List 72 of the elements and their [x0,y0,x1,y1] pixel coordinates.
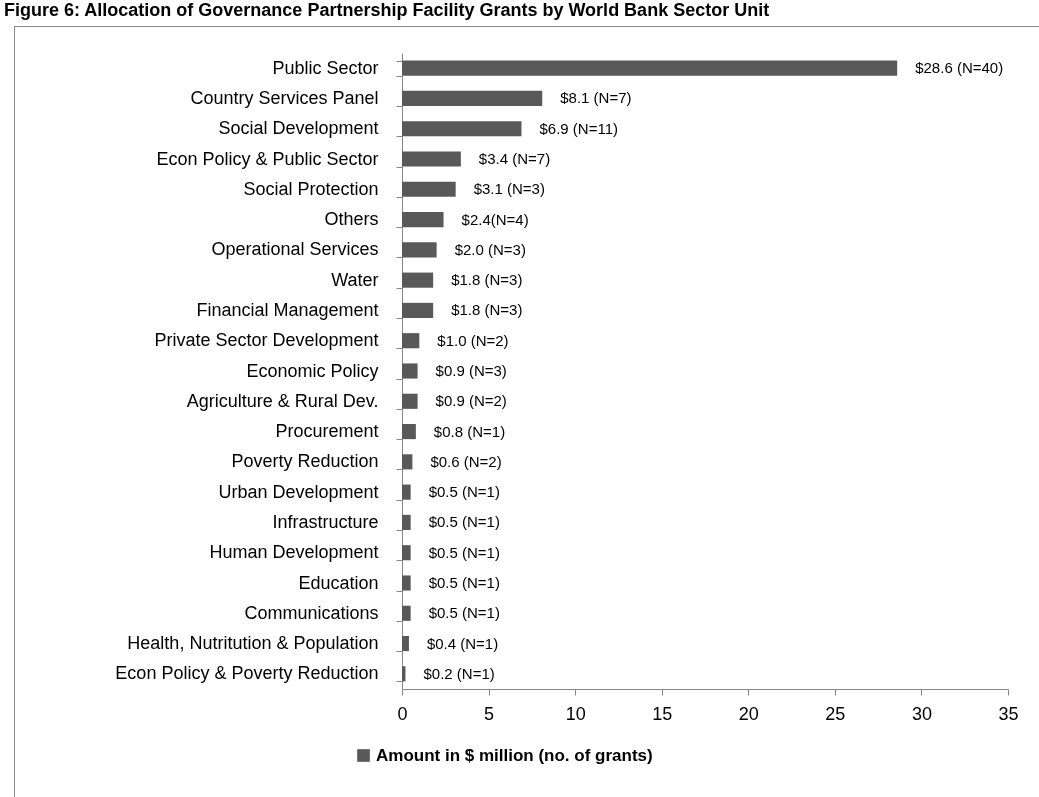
bar [402,272,434,288]
data-label: $0.4 (N=1) [426,634,499,652]
x-tick-label: 10 [565,703,586,724]
y-tick-label: Agriculture & Rural Dev. [186,390,379,411]
bar [402,60,898,76]
x-tick-label: 20 [738,703,759,724]
legend-label: Amount in $ million (no. of grants) [376,745,653,765]
data-label: $0.9 (N=3) [435,362,507,379]
y-tick-label: Public Sector [272,57,379,78]
y-tick-label: Communications [244,602,379,623]
x-tick-label: 15 [652,703,673,724]
y-tick-label: Urban Development [218,481,379,502]
data-label: $3.1 (N=3) [473,180,545,198]
bar [402,121,522,137]
bar [402,605,411,621]
data-label: $8.1 (N=7) [560,89,632,107]
bar [402,151,461,167]
y-tick-label: Poverty Reduction [231,451,379,472]
bar [402,393,418,409]
data-label: $0.2 (N=1) [423,664,495,682]
y-tick-label: Human Development [209,542,379,563]
data-label: $0.5 (N=1) [428,483,500,501]
y-tick-label: Country Services Panel [190,87,379,108]
x-tick-label: 25 [825,703,846,724]
x-tick-label: 30 [911,703,932,724]
y-tick-label: Econ Policy & Poverty Reduction [115,663,379,684]
bar [402,333,420,349]
data-label: $1.0 (N=2) [437,331,509,349]
x-tick-label: 5 [484,703,495,724]
data-label: $0.9 (N=2) [435,392,507,410]
bar [402,545,411,561]
y-tick-label: Financial Management [196,299,379,320]
y-tick-label: Economic Policy [246,360,379,381]
data-label: $0.5 (N=1) [428,574,500,591]
data-label: $6.9 (N=11) [539,119,618,137]
bar [402,363,418,379]
bar [402,212,444,228]
y-tick-label: Infrastructure [272,511,379,532]
y-tick-label: Procurement [275,421,379,442]
data-label: $2.4(N=4) [461,210,529,228]
data-label: $0.5 (N=1) [428,543,500,561]
bar [402,181,456,197]
bar [402,242,437,258]
bar [402,636,409,652]
y-tick-label: Water [331,269,379,290]
data-label: $0.6 (N=2) [430,452,502,470]
bar [402,302,434,318]
y-tick-label: Social Protection [243,178,379,199]
data-label: $0.8 (N=1) [433,422,506,440]
data-label: $1.8 (N=3) [451,271,523,289]
y-tick-label: Education [298,572,379,593]
bar [402,454,413,470]
bar [402,575,411,591]
y-tick-label: Social Development [218,118,379,139]
bar [402,484,411,500]
y-tick-label: Private Sector Development [154,330,379,351]
data-label: $28.6 (N=40) [915,59,1004,77]
data-label: $2.0 (N=3) [454,240,526,258]
chart-title: Figure 6: Allocation of Governance Partnership Facility Grants by World Bank Sector Unit [4,0,770,20]
bar [402,90,543,106]
bar [402,424,416,440]
x-tick-label: 35 [998,703,1019,724]
data-label: $0.5 (N=1) [428,513,500,531]
y-tick-label: Others [324,209,379,230]
data-label: $0.5 (N=1) [428,604,500,622]
bar [402,514,411,530]
y-tick-label: Operational Services [211,239,379,260]
x-tick-label: 0 [397,703,408,724]
data-label: $3.4 (N=7) [478,150,551,167]
y-tick-label: Health, Nutritution & Population [127,633,379,654]
y-tick-label: Econ Policy & Public Sector [156,148,379,169]
data-label: $1.8 (N=3) [451,301,523,319]
